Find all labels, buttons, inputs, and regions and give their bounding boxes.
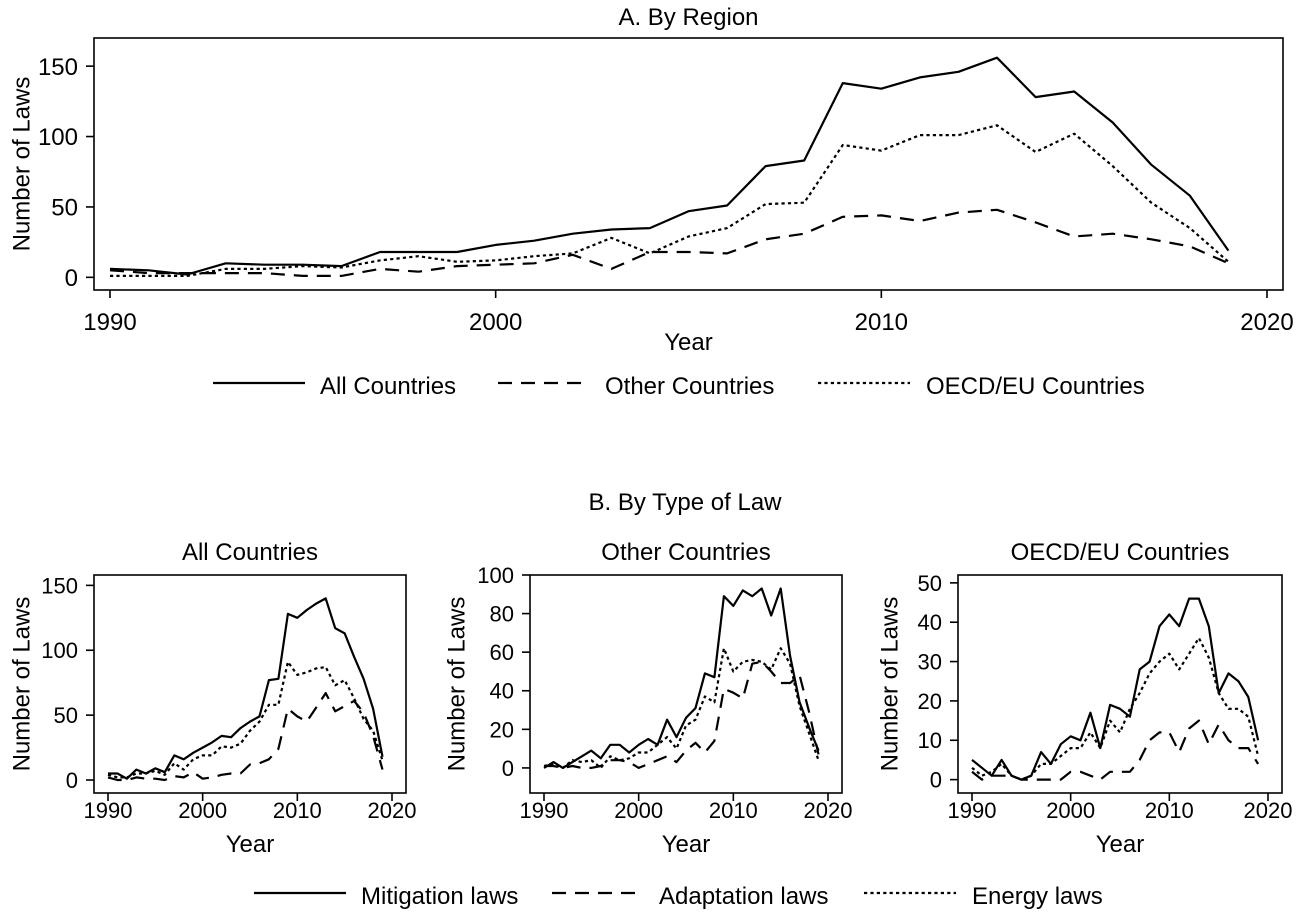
chart-by-type-all-countries: All Countries 1990 2000 2010 2020 0 50 100 150 Ye…	[9, 539, 417, 858]
plot-frame	[93, 574, 407, 794]
y-axis-label: Number of Laws	[9, 77, 36, 252]
chart-by-type-oecd-eu-countries: OECD/EU Countries 1990 2000 2010 2020 0 10 20 30…	[877, 539, 1293, 858]
y-tick-label: 0	[65, 265, 78, 292]
x-tick-label: 1990	[948, 798, 997, 823]
legend-label-other-countries: Other Countries	[605, 373, 774, 400]
x-axis-label: Year	[1096, 831, 1145, 858]
y-tick-label: 80	[490, 602, 514, 627]
y-tick-label: 20	[918, 689, 942, 714]
x-tick-label: 2000	[614, 798, 663, 823]
y-tick-label: 150	[38, 54, 78, 81]
series-line-adaptation-laws	[544, 660, 820, 770]
x-axis-label: Year	[664, 329, 713, 356]
x-tick-label: 2020	[368, 798, 417, 823]
series-line-energy-laws	[971, 636, 1260, 781]
x-tick-label: 2020	[804, 798, 853, 823]
plot-frame	[957, 574, 1283, 794]
series-line-oecd-eu-countries	[110, 124, 1230, 277]
legend-by-region: All Countries Other Countries OECD/EU Co…	[213, 373, 1145, 400]
x-tick-label: 2020	[1240, 309, 1293, 336]
y-tick-label: 150	[41, 573, 78, 598]
legend-label-mitigation-laws: Mitigation laws	[361, 883, 518, 910]
x-tick-label: 1990	[84, 798, 133, 823]
x-tick-label: 1990	[520, 798, 569, 823]
y-tick-label: 0	[502, 756, 514, 781]
x-tick-label: 2010	[709, 798, 758, 823]
y-tick-label: 50	[918, 571, 942, 596]
chart-title: All Countries	[182, 539, 318, 566]
plot-frame	[93, 37, 1284, 291]
legend-label-oecd-eu-countries: OECD/EU Countries	[926, 373, 1145, 400]
x-tick-label: 2020	[1244, 798, 1293, 823]
x-tick-label: 1990	[83, 309, 136, 336]
y-tick-label: 50	[54, 703, 78, 728]
y-tick-label: 100	[477, 563, 514, 588]
legend-by-type: Mitigation laws Adaptation laws Energy l…	[254, 883, 1103, 910]
y-tick-label: 0	[66, 768, 78, 793]
series-line-energy-laws	[543, 647, 820, 770]
y-tick-label: 20	[490, 717, 514, 742]
x-tick-label: 2000	[1046, 798, 1095, 823]
y-tick-label: 30	[918, 649, 942, 674]
legend-label-adaptation-laws: Adaptation laws	[659, 883, 828, 910]
x-tick-label: 2010	[273, 798, 322, 823]
x-tick-label: 2000	[469, 309, 522, 336]
x-axis-label: Year	[226, 831, 275, 858]
chart-by-region: A. By Region 1990 2000 2010 2020 0 50 100 150 Yea…	[9, 4, 1294, 356]
y-axis-label: Number of Laws	[877, 597, 904, 772]
series-line-mitigation-laws	[971, 597, 1260, 781]
y-tick-label: 60	[490, 640, 514, 665]
series-line-energy-laws	[107, 660, 384, 779]
plot-frame	[529, 574, 843, 794]
y-tick-label: 10	[918, 728, 942, 753]
chart-by-type-other-countries: Other Countries 1990 2000 2010 2020 0 20 40 60 80…	[444, 539, 853, 858]
y-axis-label: Number of Laws	[9, 597, 36, 772]
legend-label-all-countries: All Countries	[320, 373, 456, 400]
x-tick-label: 2010	[855, 309, 908, 336]
chart-title: OECD/EU Countries	[1011, 539, 1230, 566]
x-axis-label: Year	[662, 831, 711, 858]
y-tick-label: 100	[38, 124, 78, 151]
series-line-adaptation-laws	[971, 719, 1260, 781]
y-tick-label: 0	[930, 768, 942, 793]
x-tick-label: 2010	[1145, 798, 1194, 823]
y-tick-label: 40	[918, 610, 942, 635]
y-tick-label: 40	[490, 679, 514, 704]
series-line-mitigation-laws	[543, 587, 820, 770]
y-axis-label: Number of Laws	[444, 597, 471, 772]
legend-label-energy-laws: Energy laws	[972, 883, 1103, 910]
chart-title: Other Countries	[601, 539, 770, 566]
series-line-other-countries	[109, 208, 1229, 277]
y-tick-label: 50	[51, 195, 78, 222]
series-line-adaptation-laws	[107, 691, 384, 782]
section-b-title: B. By Type of Law	[589, 489, 783, 516]
chart-title: A. By Region	[618, 4, 758, 31]
series-line-all-countries	[109, 56, 1230, 276]
x-tick-label: 2000	[178, 798, 227, 823]
y-tick-label: 100	[41, 638, 78, 663]
series-line-mitigation-laws	[108, 597, 384, 780]
